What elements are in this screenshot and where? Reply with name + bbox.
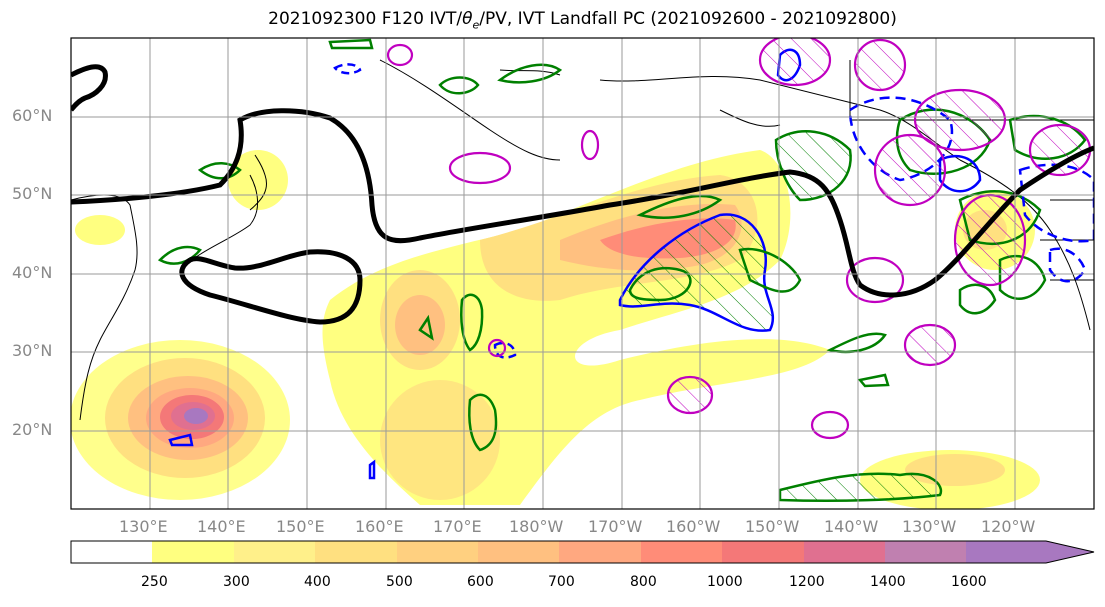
colorbar-label: 300 xyxy=(223,574,250,590)
colorbar xyxy=(70,540,1095,564)
colorbar-label: 1200 xyxy=(789,574,825,590)
colorbar-label: 1600 xyxy=(951,574,987,590)
lon-label: 170°E xyxy=(433,517,482,536)
ivt-shading xyxy=(71,150,1040,509)
lat-label: 30°N xyxy=(12,341,53,360)
colorbar-label: 1400 xyxy=(870,574,906,590)
colorbar-label: 600 xyxy=(467,574,494,590)
lat-label: 20°N xyxy=(12,420,53,439)
lon-label: 130°E xyxy=(119,517,168,536)
lon-label: 170°W xyxy=(588,517,643,536)
colorbar-label: 1000 xyxy=(707,574,743,590)
map-border xyxy=(70,37,1095,510)
lon-label: 120°W xyxy=(981,517,1036,536)
lon-label: 160°E xyxy=(355,517,404,536)
gridlines xyxy=(71,38,1094,509)
lon-label: 130°W xyxy=(902,517,957,536)
lon-label: 180°W xyxy=(509,517,564,536)
lon-label: 150°W xyxy=(745,517,800,536)
colorbar-label: 500 xyxy=(386,574,413,590)
colorbar-label: 700 xyxy=(548,574,575,590)
lon-label: 150°E xyxy=(276,517,325,536)
landfall-pc-contours xyxy=(386,38,1092,440)
colorbar-label: 250 xyxy=(141,574,168,590)
lon-label: 140°E xyxy=(197,517,246,536)
lat-label: 40°N xyxy=(12,263,53,282)
lon-label: 140°W xyxy=(824,517,879,536)
pv-contour xyxy=(71,64,1094,325)
lat-label: 60°N xyxy=(12,106,53,125)
map-title: 2021092300 F120 IVT/θe/PV, IVT Landfall … xyxy=(268,9,897,32)
lat-label: 50°N xyxy=(12,184,53,203)
theta-contours xyxy=(157,38,1094,503)
colorbar-label: 800 xyxy=(630,574,657,590)
colorbar-label: 400 xyxy=(304,574,331,590)
lon-label: 160°W xyxy=(666,517,721,536)
